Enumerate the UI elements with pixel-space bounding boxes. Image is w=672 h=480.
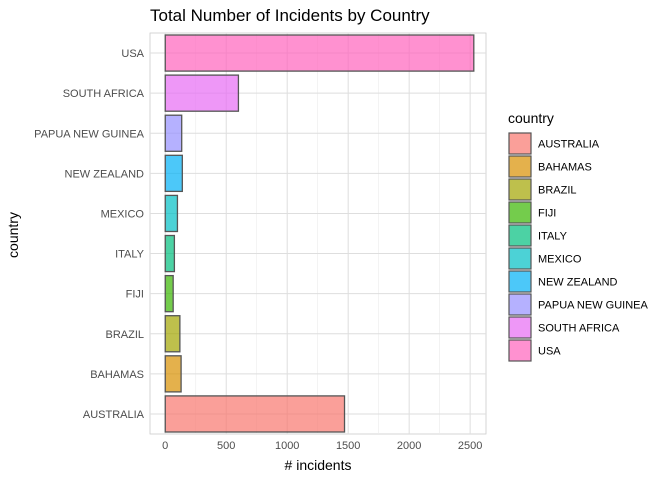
legend-item-usa: USA xyxy=(508,339,561,362)
y-axis-label: country xyxy=(5,212,21,258)
legend-item-new-zealand: NEW ZEALAND xyxy=(508,270,618,293)
x-tick-1000: 1000 xyxy=(275,440,299,452)
legend-item-bahamas: BAHAMAS xyxy=(508,155,592,178)
legend-swatch xyxy=(508,270,532,293)
legend-item-brazil: BRAZIL xyxy=(508,178,577,201)
legend-item-fiji: FIJI xyxy=(508,201,556,224)
legend-label: ITALY xyxy=(538,231,568,243)
legend-label: FIJI xyxy=(538,208,556,220)
legend-item-south-africa: SOUTH AFRICA xyxy=(508,316,620,339)
legend-item-mexico: MEXICO xyxy=(508,247,582,270)
y-tick-italy: ITALY xyxy=(115,249,145,261)
legend-swatch xyxy=(508,178,532,201)
y-tick-new-zealand: NEW ZEALAND xyxy=(65,168,145,180)
legend-label: BAHAMAS xyxy=(538,162,592,174)
y-tick-south-africa: SOUTH AFRICA xyxy=(63,88,145,100)
chart-title: Total Number of Incidents by Country xyxy=(150,6,430,25)
bar-usa xyxy=(164,34,475,72)
bar-australia xyxy=(164,395,346,433)
y-tick-usa: USA xyxy=(121,48,144,60)
x-tick-2000: 2000 xyxy=(397,440,421,452)
legend-items: AUSTRALIA BAHAMAS BRAZIL FIJI ITALY MEXICO NEW… xyxy=(508,132,648,362)
x-tick-2500: 2500 xyxy=(458,440,482,452)
bar-brazil xyxy=(164,315,181,353)
y-tick-bahamas: BAHAMAS xyxy=(90,369,144,381)
x-tick-0: 0 xyxy=(162,440,168,452)
y-tick-mexico: MEXICO xyxy=(101,208,145,220)
y-tick-fiji: FIJI xyxy=(126,289,144,301)
bar-bahamas xyxy=(164,355,182,393)
x-axis-label: # incidents xyxy=(285,457,352,473)
legend-item-papua-new-guinea: PAPUA NEW GUINEA xyxy=(508,293,648,316)
x-tick-labels: 0 500 1000 1500 2000 2500 xyxy=(162,440,482,452)
legend-label: PAPUA NEW GUINEA xyxy=(538,300,648,312)
legend-label: MEXICO xyxy=(538,254,582,266)
legend-swatch xyxy=(508,247,532,270)
bars xyxy=(164,34,475,433)
y-tick-labels: AUSTRALIA BAHAMAS BRAZIL FIJI ITALY MEXICO NEW… xyxy=(34,48,144,421)
legend-swatch xyxy=(508,155,532,178)
legend-item-italy: ITALY xyxy=(508,224,568,247)
legend: country AUSTRALIA BAHAMAS BRAZIL FIJI ITALY M… xyxy=(508,110,648,362)
legend-title: country xyxy=(508,110,554,126)
bar-papua-new-guinea xyxy=(164,114,183,152)
legend-label: NEW ZEALAND xyxy=(538,277,618,289)
x-tick-500: 500 xyxy=(217,440,235,452)
bar-south-africa xyxy=(164,74,240,112)
legend-swatch xyxy=(508,201,532,224)
legend-swatch xyxy=(508,224,532,247)
legend-label: SOUTH AFRICA xyxy=(538,323,620,335)
bar-fiji xyxy=(164,274,174,313)
legend-item-australia: AUSTRALIA xyxy=(508,132,600,155)
legend-label: BRAZIL xyxy=(538,185,577,197)
legend-label: USA xyxy=(538,346,561,358)
legend-swatch xyxy=(508,293,532,316)
y-tick-australia: AUSTRALIA xyxy=(83,409,145,421)
bar-new-zealand xyxy=(164,154,183,193)
bar-mexico xyxy=(164,194,179,233)
legend-label: AUSTRALIA xyxy=(538,139,600,151)
bar-italy xyxy=(164,234,176,273)
legend-swatch xyxy=(508,339,532,362)
y-tick-papua-new-guinea: PAPUA NEW GUINEA xyxy=(34,128,144,140)
legend-swatch xyxy=(508,316,532,339)
x-tick-1500: 1500 xyxy=(336,440,360,452)
y-tick-brazil: BRAZIL xyxy=(105,329,144,341)
legend-swatch xyxy=(508,132,532,155)
